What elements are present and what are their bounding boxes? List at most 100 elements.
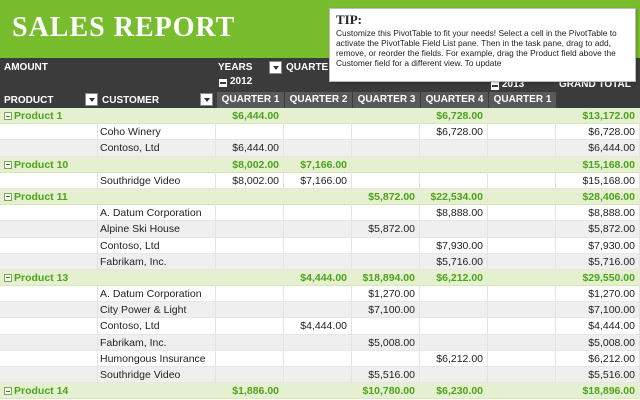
value-cell[interactable] [420,156,488,173]
product-cell-empty[interactable] [0,124,98,141]
value-cell[interactable] [284,140,352,157]
value-cell[interactable] [216,205,284,222]
product-cell-empty[interactable] [0,334,98,351]
product-row[interactable]: Product 14 $1,886.00 $10,780.00 $6,230.00 $1… [0,383,640,400]
value-cell[interactable] [352,237,420,254]
value-cell[interactable] [284,188,352,206]
value-cell[interactable] [352,350,420,367]
value-cell[interactable] [488,302,556,319]
product-cell-empty[interactable] [0,221,98,238]
value-cell[interactable] [488,367,556,384]
customer-label[interactable]: A. Datum Corporation [98,205,216,222]
product-row[interactable]: Product 13 $4,444.00 $18,894.00 $6,212.00 $2… [0,269,640,287]
value-cell[interactable]: $10,780.00 [352,383,420,400]
value-cell[interactable] [488,318,556,335]
value-cell[interactable] [420,334,488,351]
grand-total-cell[interactable]: $8,888.00 [556,205,640,222]
grand-total-cell[interactable]: $13,172.00 [556,108,640,125]
product-cell-empty[interactable] [0,205,98,222]
value-cell[interactable] [352,140,420,157]
customer-row[interactable]: Contoso, Ltd $7,930.00 $7,930.00 [0,237,640,254]
value-cell[interactable] [284,367,352,384]
collapse-product-icon[interactable] [4,273,12,282]
value-cell[interactable] [488,108,556,125]
years-filter-dropdown-icon[interactable] [269,61,282,74]
product-row[interactable]: Product 11 $5,872.00 $22,534.00 $28,406.00 [0,188,640,206]
product-row[interactable]: Product 1 $6,444.00 $6,728.00 $13,172.00 [0,108,640,125]
product-label[interactable]: Product 11 [0,188,216,206]
customer-label[interactable]: A. Datum Corporation [98,286,216,303]
grand-total-cell[interactable]: $18,896.00 [556,383,640,400]
customer-row[interactable]: Coho Winery $6,728.00 $6,728.00 [0,124,640,141]
customer-row[interactable]: City Power & Light $7,100.00 $7,100.00 [0,302,640,319]
product-cell-empty[interactable] [0,237,98,254]
customer-label[interactable]: Alpine Ski House [98,221,216,238]
value-cell[interactable] [216,221,284,238]
value-cell[interactable] [488,188,556,206]
grand-total-cell[interactable]: $15,168.00 [556,156,640,173]
value-cell[interactable] [216,269,284,287]
product-cell-empty[interactable] [0,286,98,303]
value-cell[interactable] [284,205,352,222]
value-cell[interactable] [488,383,556,400]
grand-total-cell[interactable]: $28,406.00 [556,188,640,206]
value-cell[interactable] [216,302,284,319]
product-cell-empty[interactable] [0,253,98,270]
value-cell[interactable]: $22,534.00 [420,188,488,206]
grand-total-cell[interactable]: $5,872.00 [556,221,640,238]
value-cell[interactable] [216,286,284,303]
value-cell[interactable]: $8,888.00 [420,205,488,222]
value-cell[interactable]: $6,444.00 [216,140,284,157]
value-cell[interactable] [488,221,556,238]
product-label[interactable]: Product 10 [0,156,216,173]
value-cell[interactable]: $8,002.00 [216,172,284,189]
value-cell[interactable] [284,383,352,400]
value-cell[interactable]: $7,100.00 [352,302,420,319]
customer-label[interactable]: Contoso, Ltd [98,318,216,335]
product-cell-empty[interactable] [0,172,98,189]
customer-label[interactable]: Coho Winery [98,124,216,141]
value-cell[interactable]: $6,212.00 [420,350,488,367]
value-cell[interactable] [216,334,284,351]
customer-row[interactable]: Alpine Ski House $5,872.00 $5,872.00 [0,221,640,238]
value-cell[interactable] [488,253,556,270]
grand-total-cell[interactable]: $5,716.00 [556,253,640,270]
value-cell[interactable] [420,172,488,189]
customer-row[interactable]: Fabrikam, Inc. $5,008.00 $5,008.00 [0,334,640,351]
customer-row[interactable]: Southridge Video $5,516.00 $5,516.00 [0,367,640,384]
customer-row[interactable]: Humongous Insurance $6,212.00 $6,212.00 [0,350,640,367]
product-cell-empty[interactable] [0,367,98,384]
collapse-product-icon[interactable] [4,387,12,396]
customer-label[interactable]: Fabrikam, Inc. [98,334,216,351]
value-cell[interactable] [284,253,352,270]
value-cell[interactable]: $4,444.00 [284,318,352,335]
product-label[interactable]: Product 13 [0,269,216,287]
grand-total-cell[interactable]: $7,100.00 [556,302,640,319]
grand-total-cell[interactable]: $29,550.00 [556,269,640,287]
value-cell[interactable] [284,237,352,254]
value-cell[interactable] [352,156,420,173]
value-cell[interactable]: $1,886.00 [216,383,284,400]
value-cell[interactable] [420,318,488,335]
value-cell[interactable]: $18,894.00 [352,269,420,287]
value-cell[interactable] [352,318,420,335]
quarter-header-1[interactable]: QUARTER 1 [216,92,284,108]
value-cell[interactable]: $5,872.00 [352,221,420,238]
grand-total-cell[interactable]: $7,930.00 [556,237,640,254]
value-cell[interactable]: $4,444.00 [284,269,352,287]
value-cell[interactable] [352,172,420,189]
customer-row[interactable]: A. Datum Corporation $8,888.00 $8,888.00 [0,205,640,222]
value-cell[interactable] [216,124,284,141]
collapse-2012-icon[interactable] [219,79,227,87]
collapse-product-icon[interactable] [4,112,12,120]
value-cell[interactable]: $7,166.00 [284,156,352,173]
product-cell-empty[interactable] [0,302,98,319]
value-cell[interactable] [284,221,352,238]
customer-label[interactable]: Southridge Video [98,367,216,384]
product-cell-empty[interactable] [0,318,98,335]
customer-label[interactable]: Fabrikam, Inc. [98,253,216,270]
value-cell[interactable] [284,334,352,351]
customer-row[interactable]: A. Datum Corporation $1,270.00 $1,270.00 [0,286,640,303]
value-cell[interactable] [216,188,284,206]
product-filter-dropdown-icon[interactable] [85,93,98,106]
